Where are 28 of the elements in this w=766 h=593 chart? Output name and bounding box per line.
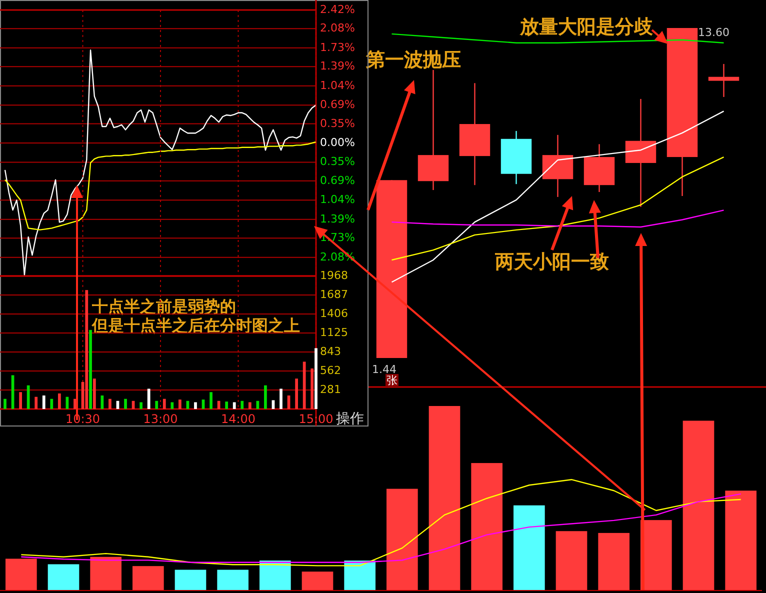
y-tick-label: 843	[320, 345, 341, 358]
text: 1.44	[372, 363, 396, 376]
y-tick-label: 1968	[320, 269, 348, 282]
y-tick-label: 1.04%	[320, 78, 355, 92]
y-tick-label: 1.39%	[320, 60, 355, 73]
y-tick-label: 0.69%	[320, 174, 355, 187]
y-tick-label: 281	[320, 383, 341, 396]
y-tick-label: 1687	[320, 288, 348, 302]
y-tick-label: 2.42%	[320, 3, 355, 16]
y-tick-label: 0.35%	[320, 116, 355, 130]
annotation: 13.60	[698, 26, 730, 39]
x-tick-label: 10:30	[65, 412, 100, 426]
annotation: 放量大阳是分歧	[519, 16, 654, 38]
x-tick-label: 14:00	[220, 412, 256, 426]
y-tick-label: 0.00%	[320, 136, 355, 150]
annotation: 操作	[336, 411, 364, 427]
y-tick-label: 1.04%	[320, 193, 355, 206]
y-tick-label: 562	[320, 364, 341, 378]
x-tick-label: 13:00	[143, 412, 178, 426]
y-tick-label: 1.73%	[320, 40, 355, 54]
y-tick-label: 1125	[320, 326, 348, 339]
y-tick-label: 2.08%	[320, 22, 355, 35]
text: 张	[386, 374, 398, 387]
y-tick-label: 1.39%	[320, 212, 355, 226]
annotation: 两天小阳一致	[494, 251, 609, 273]
y-tick-label: 1406	[320, 306, 348, 320]
y-tick-label: 0.69%	[320, 98, 355, 112]
y-tick-label: 0.35%	[320, 155, 355, 168]
